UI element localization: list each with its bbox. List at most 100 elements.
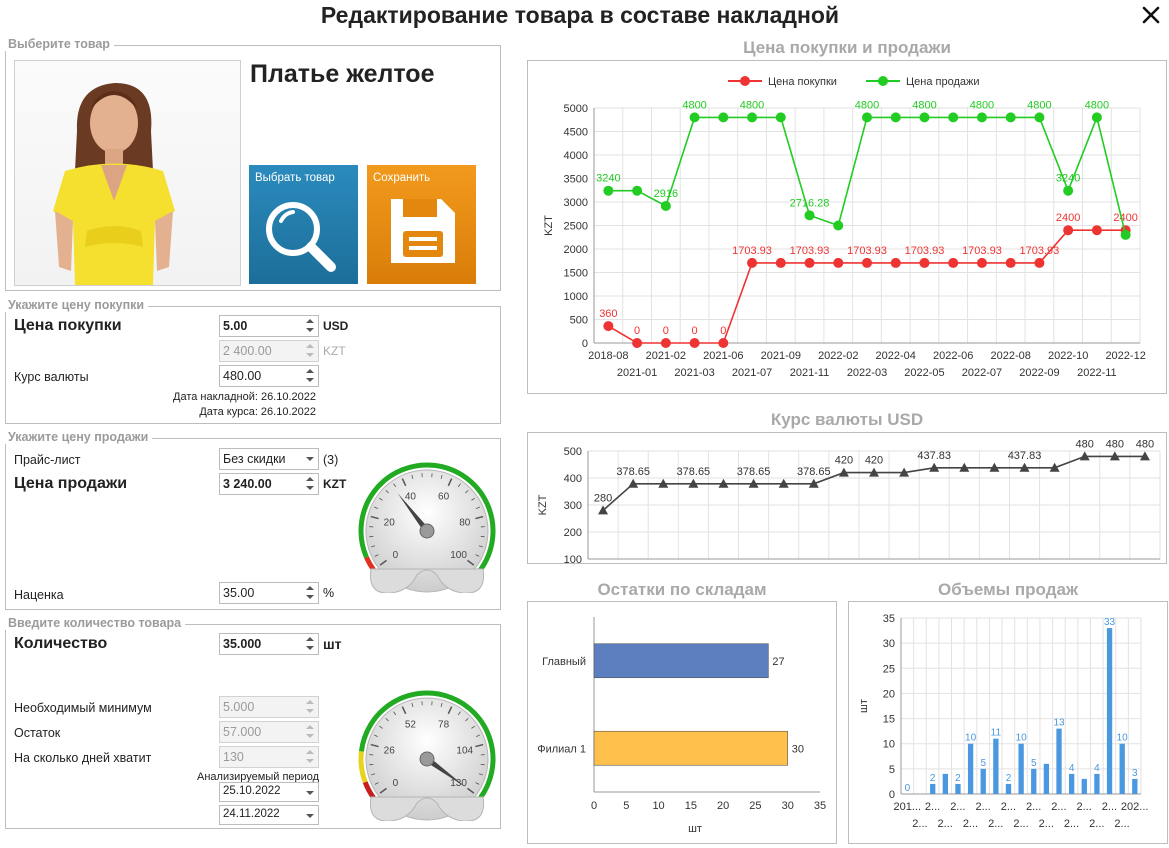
purchase-group-legend: Укажите цену покупки [4,298,148,312]
data-point [718,338,728,348]
sale-price-input[interactable]: 3 240.00 [219,473,319,495]
data-label: 5 [980,758,986,769]
y-axis-label: шт [858,699,870,713]
close-icon[interactable] [1138,2,1164,28]
data-label: 1703.93 [962,245,1002,257]
spin-arrows-icon[interactable] [305,318,315,334]
data-point [632,338,642,348]
data-label: 2400 [1113,212,1137,224]
x-tick-label: 2022-07 [962,367,1002,379]
markup-input[interactable]: 35.00 [219,582,319,604]
markup-label: Наценка [14,588,64,602]
spin-arrows-icon[interactable] [305,585,315,601]
y-tick-label: 2000 [564,244,588,256]
bar [955,784,960,794]
gauge-tick-label: 100 [450,550,467,561]
chevron-down-icon[interactable] [305,451,315,467]
purchase-price-input[interactable]: 5.00 [219,315,319,337]
rest-input: 57.000 [219,721,319,743]
data-point [603,321,613,331]
data-label: 10 [1117,733,1129,744]
data-point [632,186,642,196]
chevron-down-icon[interactable] [305,785,315,801]
y-tick-label: 20 [883,688,895,700]
data-point [977,112,987,122]
select-product-button[interactable]: Выбрать товар [249,165,358,284]
category-label: Филиал 1 [537,743,586,755]
min-input: 5.000 [219,696,319,718]
bar [968,744,973,794]
product-group-legend: Выберите товар [4,37,114,51]
x-tick-label: 20 [717,800,729,812]
data-point [1092,225,1102,235]
price-chart: 0500100015002000250030003500400045005000… [528,61,1166,393]
days-label: На сколько дней хватит [14,751,151,765]
chevron-down-icon[interactable] [305,808,315,824]
x-tick-label: 2... [963,818,978,830]
x-tick-label: 2022-03 [847,367,887,379]
data-label: 2916 [654,188,678,200]
rate-label: Курс валюты [14,370,89,384]
data-point [805,258,815,268]
rate-chart-title: Курс валюты USD [527,410,1167,430]
bar [1132,779,1137,794]
spin-arrows-icon[interactable] [305,368,315,384]
product-group: Выберите товар Платье желтое Выбрать тов… [5,45,501,291]
data-label: 378.65 [616,466,650,478]
invoice-date: Дата накладной: 26.10.2022 [173,391,316,403]
pricelist-count: (3) [323,453,338,467]
data-label: 3240 [596,173,620,185]
bar [1094,774,1099,794]
gauge-tick-label: 0 [393,550,399,561]
purchase-price-label: Цена покупки [14,317,122,335]
product-name: Платье желтое [250,60,435,89]
pricelist-select[interactable]: Без скидки [219,448,319,470]
date-from-select[interactable]: 25.10.2022 [219,782,319,802]
sale-price-label: Цена продажи [14,475,127,493]
bar [1056,729,1061,794]
date-to-select[interactable]: 24.11.2022 [219,805,319,825]
data-label: 1703.93 [790,245,830,257]
data-point [891,258,901,268]
floppy-disk-icon [385,193,461,269]
data-label: 480 [1106,438,1124,450]
bar [1006,784,1011,794]
legend-label: Цена продажи [906,76,980,88]
spin-arrows-icon[interactable] [305,476,315,492]
x-tick-label: 10 [652,800,664,812]
markup-unit: % [323,586,334,600]
save-button[interactable]: Сохранить [367,165,476,284]
data-point [948,258,958,268]
data-point [718,112,728,122]
pricelist-value: Без скидки [223,452,286,466]
spin-arrows-icon[interactable] [305,636,315,652]
days-value: 130 [223,750,244,764]
bar [1044,764,1049,794]
x-tick-label: 2021-07 [732,367,772,379]
y-tick-label: 500 [570,315,588,327]
y-tick-label: 0 [889,789,895,801]
series-line [608,117,1125,234]
data-label: 3 [1132,768,1138,779]
bar [1082,779,1087,794]
y-tick-label: 500 [564,446,582,458]
data-point [747,258,757,268]
gauge-tick-label: 26 [384,745,396,756]
data-point [661,201,671,211]
y-axis-label: KZT [543,215,555,236]
product-photo [14,60,241,286]
purchase-price-value: 5.00 [223,319,247,333]
data-label: 378.65 [797,466,831,478]
bar [1031,769,1036,794]
quantity-input[interactable]: 35.000 [219,633,319,655]
x-tick-label: 35 [814,800,826,812]
rate-input[interactable]: 480.00 [219,365,319,387]
sale-group: Укажите цену продажи Прайс-лист Без скид… [5,438,501,610]
data-label: 378.65 [737,466,771,478]
data-label: 437.83 [917,450,951,462]
pricelist-label: Прайс-лист [14,453,81,467]
x-tick-label: 30 [782,800,794,812]
rate-value: 480.00 [223,369,261,383]
